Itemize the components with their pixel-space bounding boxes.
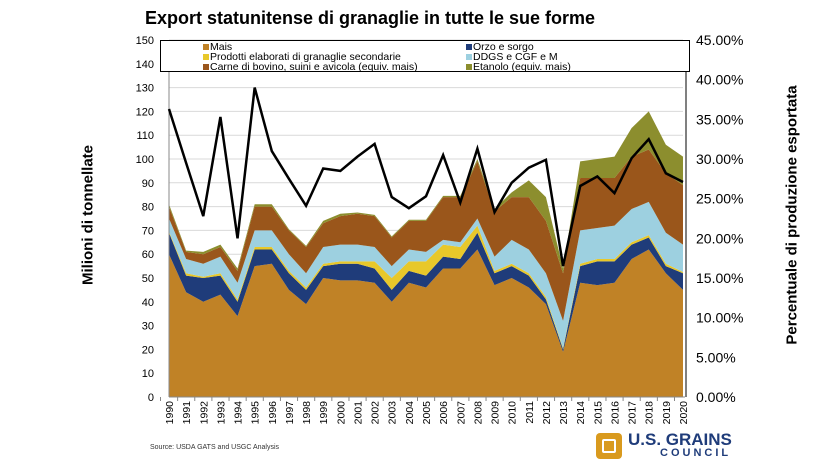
x-tick-label: 2012 — [541, 401, 553, 425]
x-tick-label: 2015 — [592, 401, 604, 425]
y2-tick-label: 5.00% — [696, 349, 736, 365]
legend-swatch — [466, 54, 472, 60]
area-mais — [169, 249, 683, 397]
legend-swatch — [466, 64, 472, 70]
y2-tick-label: 40.00% — [696, 72, 743, 88]
x-tick-label: 2000 — [335, 401, 347, 425]
x-tick-label: 2018 — [644, 401, 656, 425]
x-tick-label: 1994 — [233, 401, 245, 425]
y-tick-label: 70 — [142, 225, 154, 237]
legend-item-ddgs: DDGS e CGF e M — [466, 52, 558, 62]
legend: Mais Prodotti elaborati di granaglie sec… — [160, 40, 690, 72]
y2-tick-label: 15.00% — [696, 270, 743, 286]
usgc-logo: U.S. GRAINS COUNCIL — [596, 430, 732, 459]
y-tick-label: 30 — [142, 321, 154, 333]
legend-swatch — [203, 54, 209, 60]
y-tick-label: 150 — [136, 35, 154, 47]
chart-title: Export statunitense di granaglie in tutt… — [144, 8, 596, 28]
x-tick-label: 1997 — [284, 401, 296, 425]
legend-item-mais: Mais — [203, 42, 232, 52]
legend-item-carne: Carne di bovino, suini e avicola (equiv.… — [203, 62, 418, 72]
x-tick-label: 2014 — [575, 401, 587, 425]
x-tick-label: 2003 — [387, 401, 399, 425]
x-tick-label: 2011 — [524, 401, 536, 424]
y-tick-label: 0 — [148, 392, 154, 404]
y-tick-label: 120 — [136, 106, 154, 118]
x-tick-label: 2020 — [678, 401, 690, 425]
legend-label: Etanolo (equiv. mais) — [473, 61, 571, 73]
y-tick-label: 20 — [142, 344, 154, 356]
legend-label: DDGS e CGF e M — [473, 51, 558, 63]
export-percentage-line — [167, 87, 684, 267]
legend-item-etanolo: Etanolo (equiv. mais) — [466, 62, 571, 72]
y2-tick-label: 25.00% — [696, 191, 743, 207]
x-tick-label: 1998 — [301, 401, 313, 425]
y-tick-label: 90 — [142, 178, 154, 190]
logo-text-1: U.S. GRAINS — [628, 430, 732, 449]
x-tick-label: 2005 — [421, 401, 433, 425]
x-tick-label: 2002 — [370, 401, 382, 425]
legend-label: Carne di bovino, suini e avicola (equiv.… — [210, 61, 418, 73]
legend-swatch — [466, 44, 472, 50]
x-tick-label: 1995 — [250, 401, 262, 425]
x-tick-label: 2009 — [490, 401, 502, 425]
y-tick-label: 130 — [136, 83, 154, 95]
legend-item-orzo: Orzo e sorgo — [466, 42, 534, 52]
y-tick-label: 60 — [142, 249, 154, 261]
source-note: Source: USDA GATS and USGC Analysis — [150, 444, 280, 451]
x-tick-label: 2019 — [661, 401, 673, 425]
legend-label: Orzo e sorgo — [473, 41, 534, 53]
x-tick-label: 2007 — [455, 401, 467, 425]
y2-tick-label: 10.00% — [696, 310, 743, 326]
x-tick-label: 2013 — [558, 401, 570, 425]
x-tick-label: 2004 — [404, 401, 416, 425]
area-ddgs-e-cgf-e-m — [169, 201, 683, 349]
x-tick-label: 1990 — [164, 401, 176, 425]
x-tick-label: 2006 — [438, 401, 450, 425]
legend-label: Prodotti elaborati di granaglie secondar… — [210, 51, 401, 63]
x-tick-label: 1996 — [267, 401, 279, 425]
y-tick-label: 80 — [142, 202, 154, 214]
y-tick-label: 10 — [142, 368, 154, 380]
x-tick-label: 2008 — [472, 401, 484, 425]
x-tick-label: 2016 — [609, 401, 621, 425]
y-tick-label: 100 — [136, 154, 154, 166]
y2-tick-label: 35.00% — [696, 111, 743, 127]
y-tick-label: 50 — [142, 273, 154, 285]
y-tick-label: 110 — [136, 130, 154, 142]
x-tick-label: 1992 — [198, 401, 210, 425]
logo-icon — [596, 432, 622, 459]
x-tick-label: 1999 — [318, 401, 330, 425]
y2-tick-label: 0.00% — [696, 389, 736, 405]
y2-tick-label: 20.00% — [696, 230, 743, 246]
legend-swatch — [203, 64, 209, 70]
legend-swatch — [203, 44, 209, 50]
legend-item-prodotti: Prodotti elaborati di granaglie secondar… — [203, 52, 401, 62]
x-tick-label: 2017 — [627, 401, 639, 425]
y2-tick-label: 45.00% — [696, 32, 743, 48]
x-tick-label: 2010 — [507, 401, 519, 425]
y2-tick-label: 30.00% — [696, 151, 743, 167]
area-carne-di-bovino-suini-e-avicola-equiv-mais- — [169, 149, 683, 321]
x-tick-label: 1991 — [181, 401, 193, 425]
logo-text-2: COUNCIL — [660, 447, 732, 459]
x-tick-label: 1993 — [215, 401, 227, 425]
x-tick-label: 2001 — [352, 401, 364, 425]
y-tick-label: 40 — [142, 297, 154, 309]
legend-label: Mais — [210, 41, 233, 53]
y-tick-label: 140 — [136, 59, 154, 71]
